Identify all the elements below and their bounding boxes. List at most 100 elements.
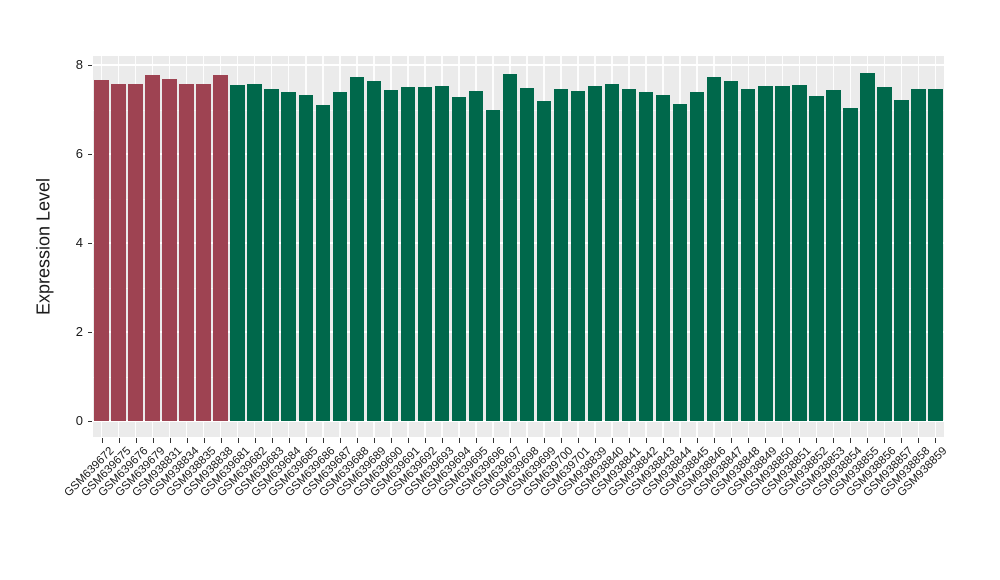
y-major-gridline [93,64,944,66]
y-axis-label: 2 [75,324,83,339]
x-axis-tick [748,438,750,443]
bar-GSM938859 [928,89,943,421]
x-axis-tick [118,438,120,443]
y-minor-gridline [93,376,944,378]
bar-GSM639676 [128,84,143,421]
x-axis-tick [663,438,665,443]
x-axis-tick [867,438,869,443]
x-axis-tick [390,438,392,443]
bar-GSM938840 [604,83,620,421]
y-axis-label: 4 [75,235,83,250]
plot-panel [93,56,944,437]
bar-GSM938848 [741,88,756,421]
y-axis-label: 8 [75,57,83,72]
bar-GSM938849 [758,86,773,421]
bar-GSM639681 [230,85,245,421]
x-axis-tick [884,438,886,443]
x-axis-tick [697,438,699,443]
bar-GSM639700 [553,89,569,421]
bar-GSM639689 [366,81,382,421]
bar-GSM639690 [383,90,399,421]
y-major-gridline [93,153,944,155]
x-axis-tick [441,438,443,443]
x-axis-tick [339,438,341,443]
bar-GSM938843 [655,94,671,421]
bar-GSM938850 [775,85,790,421]
bar-GSM938855 [860,73,875,421]
bar-GSM938857 [894,100,909,421]
bar-GSM938834 [179,83,194,421]
x-axis-tick [220,438,222,443]
bar-GSM639698 [519,88,535,421]
x-axis-tick [373,438,375,443]
y-major-gridline [93,242,944,244]
bar-GSM938856 [877,86,892,421]
x-axis-tick [152,438,154,443]
x-axis-tick [935,438,937,443]
x-axis-tick [799,438,801,443]
x-axis-tick [765,438,767,443]
x-axis-tick [271,438,273,443]
y-axis-tick [87,332,92,333]
x-axis-tick [203,438,205,443]
bar-GSM938845 [689,91,705,421]
x-axis-tick [305,438,307,443]
x-axis-tick [254,438,256,443]
bar-GSM639697 [502,74,518,421]
x-axis-tick [578,438,580,443]
y-major-gridline [93,331,944,333]
bar-GSM938854 [843,107,858,421]
y-axis-label: 6 [75,146,83,161]
x-axis-tick [237,438,239,443]
x-axis-tick [544,438,546,443]
x-axis-tick [527,438,528,443]
x-axis-tick [731,438,733,443]
y-minor-gridline [93,287,944,289]
y-axis-label: 0 [75,413,83,428]
x-axis-tick [407,438,409,443]
x-axis-tick [680,438,682,443]
x-axis-tick [833,438,835,443]
bar-GSM639701 [570,90,586,421]
x-axis-tick [492,438,494,443]
x-axis-tick [612,438,614,443]
bar-GSM639699 [536,101,552,421]
bar-GSM938851 [792,85,807,421]
x-axis-tick [322,438,324,443]
x-axis-tick [424,438,426,443]
bar-GSM639692 [417,86,433,421]
bar-GSM639693 [434,85,450,421]
bar-GSM938838 [213,74,228,421]
x-axis-tick [901,438,903,443]
x-axis-tick [101,438,103,443]
y-minor-gridline [93,109,944,111]
x-axis-tick [850,438,852,443]
bar-GSM639672 [94,79,109,421]
x-axis-tick [646,438,648,443]
x-axis-tick [629,438,631,443]
x-axis-tick [561,438,563,443]
bar-GSM639684 [281,91,296,421]
x-axis-tick [595,438,597,443]
x-axis-tick [918,438,920,443]
x-axis-tick [288,438,290,443]
y-axis-tick [87,243,92,244]
y-axis-tick [87,65,92,66]
x-axis-tick [714,438,716,443]
x-axis-tick [356,438,358,443]
bar-GSM639688 [349,77,365,421]
bar-GSM938846 [706,77,722,421]
bar-GSM938842 [638,91,654,421]
x-axis-tick [816,438,818,443]
bar-GSM639691 [400,87,416,421]
bar-GSM938858 [911,88,926,421]
x-axis-tick [509,438,511,443]
x-axis-tick [782,438,784,443]
x-axis-tick [475,438,477,443]
bar-GSM639679 [145,74,160,421]
y-major-gridline [93,420,944,422]
bar-GSM938847 [724,81,739,421]
bar-GSM639696 [485,109,501,421]
bar-GSM639695 [468,91,484,421]
